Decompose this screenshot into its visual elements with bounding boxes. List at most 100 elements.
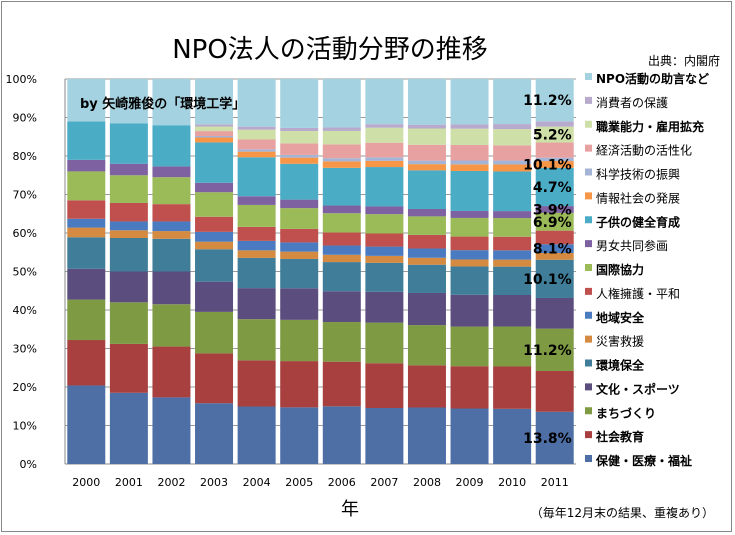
bar-segment [407,264,446,293]
bar-segment [450,326,489,367]
bar-segment [237,139,276,150]
bar-segment [195,135,234,138]
bar-segment [280,131,319,144]
y-tick-label: 60% [13,227,37,240]
data-label: 4.7% [533,180,572,196]
bar-segment [109,202,148,222]
bar-segment [407,407,446,464]
bar-segment [450,294,489,327]
legend-swatch [585,168,592,176]
x-tick-label: 2001 [115,476,143,489]
bar-segment [322,144,361,159]
legend-label: 男女共同参画 [596,238,668,253]
data-label: 8.1% [533,242,572,258]
bar-segment [195,192,234,217]
bar-segment [450,408,489,464]
bar-segment [67,268,106,300]
bars [67,79,574,464]
bar-segment [109,175,148,203]
legend-label: 地域安全 [596,310,645,325]
legend-swatch [585,73,592,80]
legend-label: 経済活動の活性化 [596,143,692,158]
bar-segment [493,79,532,125]
legend-label: 文化・スポーツ [596,381,680,396]
legend-label: NPO活動の助言など [596,71,709,86]
bar-segment [237,157,276,197]
data-label: 11.2% [523,343,572,359]
bar-segment [195,124,234,127]
bar-segment [280,79,319,128]
bar-segment [450,160,489,165]
bar-segment [280,407,319,464]
legend-swatch [585,455,592,462]
bar-segment [109,123,148,164]
bar-segment [493,295,532,327]
bar-segment [280,127,319,132]
legend-swatch [585,96,592,104]
bar-segment [195,353,234,404]
legend-swatch [585,359,592,367]
bar-segment [280,228,319,243]
bar-segment [450,266,489,295]
bar-segment [152,204,191,222]
bar-segment [407,216,446,235]
y-tick-label: 40% [13,304,37,317]
bar-segment [365,214,404,234]
bar-segment [365,262,404,292]
x-tick-label: 2011 [541,476,569,489]
bar-segment [493,326,532,367]
bar-segment [450,170,489,211]
bar-segment [493,236,532,251]
bar-segment [237,360,276,407]
x-axis-label: 年 [341,499,359,520]
bar-segment [535,252,574,260]
legend-swatch [585,240,592,248]
bar-segment [280,154,319,158]
bar-segment [535,79,574,122]
y-tick-label: 80% [13,150,37,163]
bar-segment [365,322,404,364]
bar-segment [365,246,404,256]
bar-segment [67,385,106,464]
bar-segment [322,205,361,214]
bar-segment [535,212,574,231]
bar-segment [493,366,532,409]
bar-segment [67,79,106,122]
bar-segment [535,157,574,162]
data-label: 6.9% [533,215,572,231]
bar-segment [322,232,361,246]
bar-segment [109,79,148,124]
bar-segment [493,266,532,296]
bar-segment [450,210,489,218]
bar-segment [280,288,319,320]
bar-segment [109,163,148,176]
bar-segment [407,128,446,145]
bar-segment [322,254,361,263]
data-label: 10.1% [523,272,572,288]
bar-segment [322,291,361,323]
bar-segment [493,164,532,172]
legend-label: 消費者の保護 [596,95,668,110]
legend-label: 人権擁護・平和 [596,286,680,301]
bar-segment [493,259,532,267]
bar-segment [237,196,276,205]
bar-segment [195,182,234,193]
bar-segment [195,126,234,132]
y-tick-label: 20% [13,381,37,394]
bar-segment [365,127,404,143]
x-tick-label: 2007 [370,476,398,489]
bar-segment [237,149,276,152]
y-tick-label: 70% [13,189,37,202]
bar-segment [67,299,106,341]
bar-segment [493,129,532,146]
bar-segment [109,302,148,344]
bar-segment [322,361,361,407]
bar-segment [450,124,489,129]
bar-segment [407,124,446,129]
bar-segment [407,144,446,161]
bar-segment [152,177,191,205]
legend-swatch [585,431,592,439]
bar-segment [322,127,361,131]
